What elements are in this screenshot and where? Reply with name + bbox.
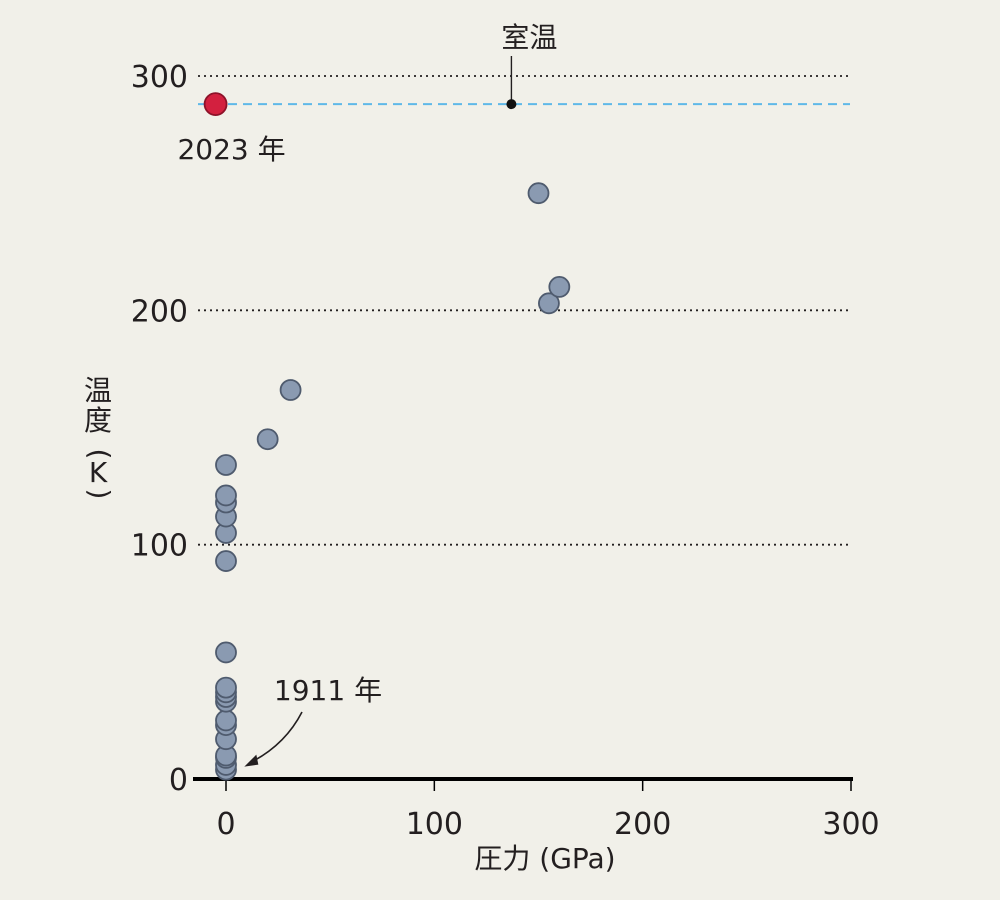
annotation-arrowhead-1911 bbox=[244, 754, 259, 767]
annotation-arrow-1911 bbox=[249, 711, 303, 764]
highlight-point-2023 bbox=[203, 92, 228, 117]
data-point bbox=[215, 676, 237, 699]
data-point bbox=[256, 428, 279, 451]
data-point bbox=[215, 709, 237, 732]
y-axis-title-char: 度 bbox=[84, 404, 112, 437]
data-point bbox=[538, 292, 560, 315]
x-tick-label: 100 bbox=[406, 807, 463, 842]
data-point bbox=[215, 484, 237, 507]
x-axis-ticks: 0 100 200 300 bbox=[216, 779, 880, 842]
grid-lines bbox=[198, 75, 850, 546]
y-tick-label: 300 bbox=[131, 60, 188, 95]
y-axis-ticks: 0 100 200 300 bbox=[131, 60, 188, 798]
annotation-label-1911: 1911 年 bbox=[274, 674, 382, 707]
data-point bbox=[215, 641, 237, 664]
y-axis-title: 温度 (K) bbox=[83, 374, 116, 499]
room-temperature-label: 室温 bbox=[501, 21, 557, 54]
data-point bbox=[215, 550, 237, 572]
data-point bbox=[548, 275, 571, 298]
y-axis-title-char: ) bbox=[83, 489, 116, 500]
y-axis-title-char: 温 bbox=[84, 374, 112, 407]
x-tick-label: 0 bbox=[216, 807, 235, 842]
y-tick-label: 100 bbox=[131, 529, 188, 564]
y-tick-label: 0 bbox=[169, 763, 188, 798]
data-points bbox=[215, 182, 571, 781]
x-tick-label: 300 bbox=[822, 807, 879, 842]
data-point bbox=[527, 182, 550, 205]
data-point bbox=[215, 454, 237, 476]
x-axis-title: 圧力 (GPa) bbox=[474, 842, 615, 875]
y-tick-label: 200 bbox=[131, 294, 188, 329]
y-axis-title-char: K bbox=[89, 456, 108, 489]
room-temperature-marker bbox=[506, 99, 517, 110]
highlight-point-label: 2023 年 bbox=[177, 133, 285, 166]
y-axis-title-char: ( bbox=[83, 449, 116, 460]
data-point bbox=[279, 379, 302, 401]
x-tick-label: 200 bbox=[614, 807, 671, 842]
